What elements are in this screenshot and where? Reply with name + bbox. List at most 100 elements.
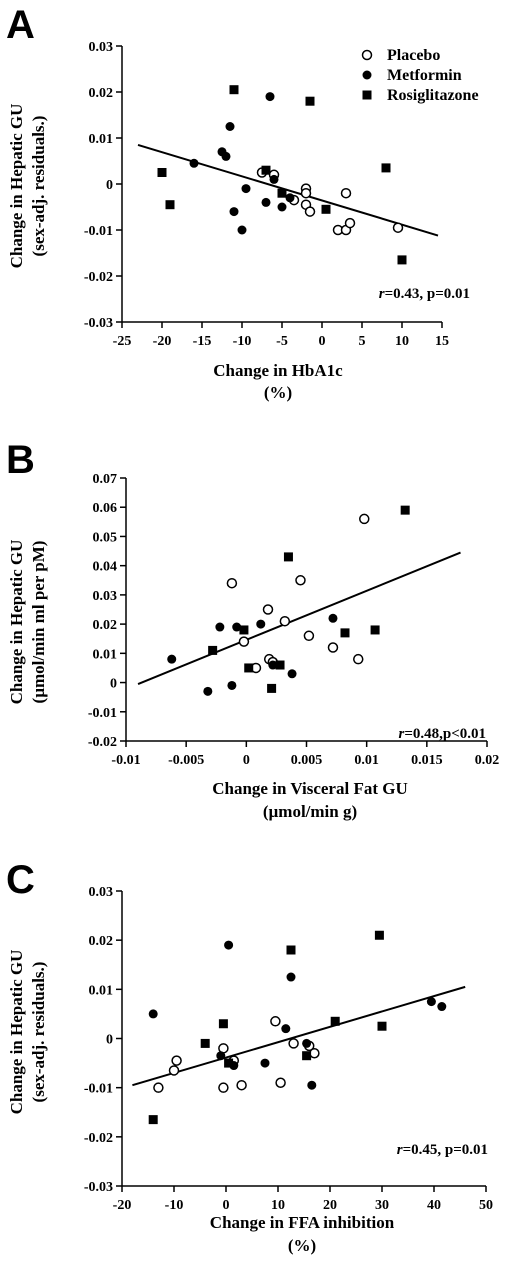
y-tick-label: 0: [106, 1033, 113, 1048]
panel-a-regression-line: [137, 143, 439, 237]
point-metformin: [232, 622, 242, 632]
panel-a-xunit: (%): [264, 383, 292, 402]
point-placebo: [295, 575, 306, 586]
panel-b-yunit: (µmol/min ml per pM): [29, 541, 48, 704]
point-metformin: [285, 193, 295, 203]
point-metformin: [167, 654, 177, 664]
y-tick-label: -0.02: [84, 1131, 113, 1146]
point-placebo: [168, 1065, 180, 1076]
y-tick-label: 0.03: [93, 589, 118, 604]
point-rosiglitazone: [302, 1051, 312, 1061]
panel-b-xunit: (µmol/min g): [263, 802, 357, 821]
point-metformin: [221, 151, 231, 161]
x-tick-label: 15: [435, 334, 449, 349]
y-tick-label: 0: [110, 677, 117, 692]
point-metformin: [260, 1058, 270, 1068]
point-placebo: [236, 1079, 247, 1091]
point-metformin: [203, 686, 213, 696]
point-metformin: [261, 197, 271, 207]
y-tick-label: 0: [106, 178, 113, 193]
point-rosiglitazone: [200, 1038, 210, 1048]
point-metformin: [227, 680, 237, 690]
point-metformin: [328, 613, 338, 623]
point-metformin: [286, 972, 296, 982]
x-tick-label: -15: [193, 334, 212, 349]
point-rosiglitazone: [286, 945, 296, 955]
x-tick-label: 0: [243, 753, 250, 768]
y-tick-label: 0.02: [89, 86, 114, 101]
x-tick-label: -10: [233, 334, 252, 349]
y-tick-label: 0.02: [89, 934, 114, 949]
point-rosiglitazone: [148, 1115, 158, 1125]
point-metformin: [287, 669, 297, 679]
point-rosiglitazone: [381, 163, 391, 173]
point-placebo: [303, 630, 315, 642]
point-placebo: [309, 1048, 320, 1059]
x-tick-label: 0.015: [411, 753, 443, 768]
x-tick-label: -0.005: [168, 753, 204, 768]
point-placebo: [226, 577, 238, 589]
point-rosiglitazone: [165, 200, 175, 210]
point-metformin: [241, 184, 251, 194]
point-placebo: [275, 1077, 286, 1088]
point-metformin: [237, 225, 247, 235]
y-tick-label: -0.01: [88, 706, 117, 721]
panel-a-ylabel: Change in Hepatic GU: [7, 104, 26, 269]
y-tick-label: -0.03: [84, 1180, 113, 1195]
panel-b-xlabel: Change in Visceral Fat GU: [212, 779, 408, 798]
plot-b-area: -0.02 -0.01 0 0.01 0.02 0.03 0.04 0.05 0.06 0.07 -…: [88, 472, 499, 768]
panel-b-correlation-stats: =0.48,p<0.01: [404, 726, 486, 742]
point-metformin: [229, 207, 239, 217]
point-placebo: [344, 217, 356, 229]
point-placebo: [340, 187, 352, 199]
x-tick-label: 0: [319, 334, 326, 349]
y-tick-label: 0.01: [89, 983, 114, 998]
point-rosiglitazone: [277, 188, 287, 198]
panel-b: B -0.02 -0.01 0 0.01 0.02 0.03 0.04 0.05 0.06 0.0…: [6, 438, 499, 821]
point-metformin: [307, 1080, 317, 1090]
point-rosiglitazone: [275, 660, 285, 670]
point-rosiglitazone: [244, 663, 254, 673]
panel-c-xlabel: Change in FFA inhibition: [210, 1213, 395, 1232]
point-rosiglitazone: [267, 683, 277, 693]
panel-letter-c: C: [6, 858, 35, 902]
point-placebo: [279, 615, 291, 627]
x-tick-label: 50: [479, 1198, 493, 1213]
plot-a-area: -0.03 -0.02 -0.01 0 0.01 0.02 0.03 -25 -20 -15 -10…: [84, 40, 449, 349]
x-tick-label: 0.005: [291, 753, 323, 768]
legend-label-placebo: Placebo: [387, 47, 440, 64]
point-rosiglitazone: [283, 552, 293, 562]
legend-label-metformin: Metformin: [387, 67, 462, 84]
point-placebo: [300, 187, 312, 199]
point-rosiglitazone: [224, 1058, 234, 1068]
y-tick-label: 0.02: [93, 618, 118, 633]
panel-a-xlabel: Change in HbA1c: [213, 361, 343, 380]
y-tick-label: 0.03: [89, 40, 114, 55]
y-tick-label: -0.01: [84, 224, 113, 239]
y-tick-label: 0.01: [89, 132, 114, 147]
point-metformin: [215, 622, 225, 632]
legend: Placebo Metformin Rosiglitazone: [361, 47, 479, 104]
point-metformin: [302, 1038, 312, 1048]
x-tick-label: -10: [165, 1198, 184, 1213]
point-metformin: [256, 619, 266, 629]
panel-c-correlation: r=0.45, p=0.01: [397, 1142, 488, 1158]
point-rosiglitazone: [157, 168, 167, 177]
x-tick-label: 0: [223, 1198, 230, 1213]
panel-c-correlation-r: r: [397, 1142, 403, 1158]
x-tick-label: 0.02: [475, 753, 500, 768]
panel-a-correlation-r: r: [379, 286, 385, 302]
x-tick-label: 10: [271, 1198, 285, 1213]
point-rosiglitazone: [400, 505, 410, 515]
panel-c-yunit: (sex-adj. residuals.): [29, 962, 48, 1103]
point-metformin: [426, 997, 436, 1007]
plot-c-area: -0.03 -0.02 -0.01 0 0.01 0.02 0.03 -20 -10 0 10 20 3…: [84, 885, 493, 1213]
panel-c-correlation-stats: =0.45, p=0.01: [403, 1142, 488, 1158]
x-tick-label: 20: [323, 1198, 337, 1213]
panel-c-xunit: (%): [288, 1236, 316, 1255]
y-tick-label: -0.01: [84, 1082, 113, 1097]
point-metformin: [148, 1009, 158, 1019]
point-placebo: [304, 206, 316, 217]
x-tick-label: -5: [276, 334, 288, 349]
